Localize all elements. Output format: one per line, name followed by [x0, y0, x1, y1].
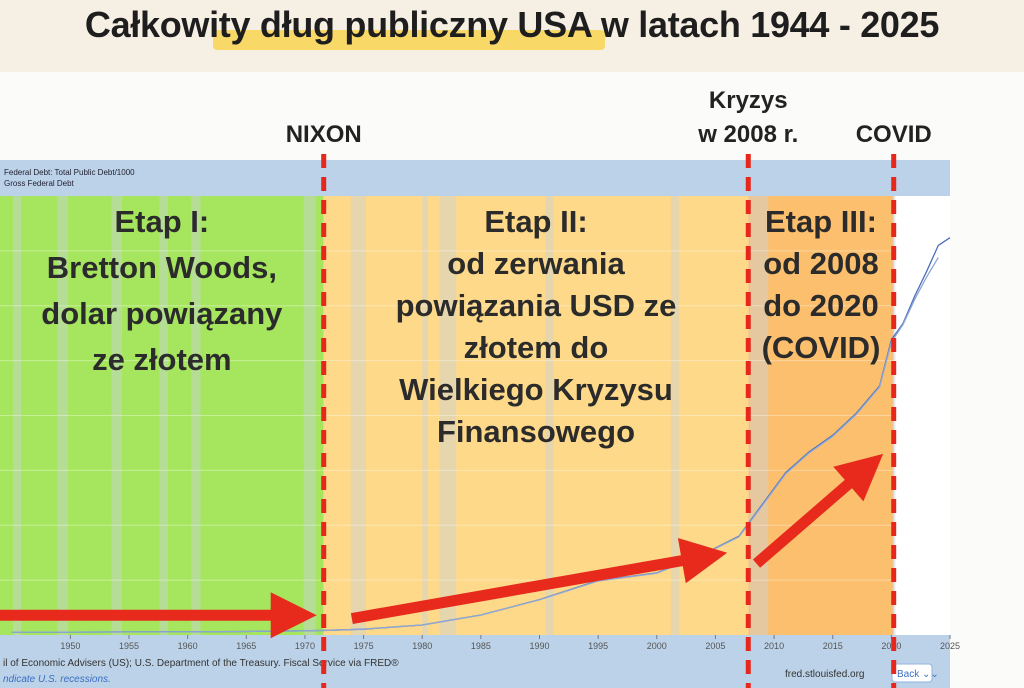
recession-band: [303, 196, 316, 635]
phase-label-line: do 2020: [763, 288, 878, 323]
x-tick-label: 1960: [178, 641, 198, 651]
phase-label-line: Etap I:: [114, 204, 209, 239]
x-tick-label: 1990: [529, 641, 549, 651]
x-tick-label: 2010: [764, 641, 784, 651]
debt-chart: Federal Debt: Total Public Debt/1000 Gro…: [0, 87, 960, 688]
phase-label-line: Etap II:: [484, 204, 587, 239]
x-tick-label: 2015: [823, 641, 843, 651]
recession-band: [670, 196, 680, 635]
source-note: il of Economic Advisers (US); U.S. Depar…: [3, 658, 399, 669]
x-tick-label: 1955: [119, 641, 139, 651]
title-highlight: [213, 30, 605, 50]
chart-card: Federal Debt: Total Public Debt/1000 Gro…: [0, 72, 1024, 688]
recession-band: [159, 196, 168, 635]
legend-bar: [0, 160, 950, 196]
recession-band: [111, 196, 122, 635]
x-tick-label: 1965: [236, 641, 256, 651]
title-area: Całkowity dług publiczny USA w latach 19…: [0, 0, 1024, 60]
phase-label-line: od zerwania: [447, 246, 625, 281]
recession-band: [57, 196, 69, 635]
svg-text:Back ⌄⌄: Back ⌄⌄: [897, 669, 939, 680]
recession-band: [191, 196, 201, 635]
trend-arrow: [0, 592, 317, 639]
x-tick-label: 1985: [471, 641, 491, 651]
legend-entry: Federal Debt: Total Public Debt/1000: [4, 168, 135, 177]
event-markers: NIXON Kryzys w 2008 r. COVID: [286, 87, 932, 688]
x-tick-label: 1975: [354, 641, 374, 651]
phase-label-line: Bretton Woods,: [47, 250, 277, 285]
marker-label: NIXON: [286, 121, 362, 148]
recession-note: ndicate U.S. recessions.: [3, 674, 111, 685]
phase-labels: Etap I: Bretton Woods, dolar powiązany ze z…: [41, 204, 880, 449]
recession-band: [545, 196, 554, 635]
trend-arrows: [0, 453, 884, 639]
phase-band: [0, 196, 324, 635]
phase-label-line: Finansowego: [437, 414, 635, 449]
site-label: fred.stlouisfed.org: [785, 669, 865, 680]
x-tick-label: 2000: [647, 641, 667, 651]
marker-label: COVID: [856, 121, 932, 148]
phase-label-line: (COVID): [762, 330, 881, 365]
phase-label-line: Wielkiego Kryzysu: [399, 372, 673, 407]
recession-band: [749, 196, 769, 635]
phase-label-line: Etap III:: [765, 204, 877, 239]
phase-label-line: powiązania USD ze: [396, 288, 677, 323]
trend-arrow: [350, 538, 728, 624]
recession-band: [350, 196, 366, 635]
x-tick-label: 1995: [588, 641, 608, 651]
back-button[interactable]: Back ⌄⌄: [891, 663, 939, 683]
phase-label-line: ze złotem: [92, 342, 232, 377]
x-tick-label: 2025: [940, 641, 960, 651]
recession-band: [12, 196, 22, 635]
x-tick-label: 1950: [60, 641, 80, 651]
grid-lines: [0, 250, 950, 581]
phase-label-line: złotem do: [464, 330, 609, 365]
x-tick-label: 1970: [295, 641, 315, 651]
legend-entry: Gross Federal Debt: [4, 179, 75, 188]
phase-label-line: od 2008: [763, 246, 878, 281]
axis-bar: [0, 635, 950, 688]
phase-band: [748, 196, 894, 635]
recession-band: [422, 196, 429, 635]
marker-label: w 2008 r.: [697, 121, 798, 148]
x-tick-label: 2005: [705, 641, 725, 651]
phase-backgrounds: [0, 196, 950, 635]
recession-band: [439, 196, 457, 635]
x-tick-label: 1980: [412, 641, 432, 651]
phase-label-line: dolar powiązany: [41, 296, 283, 331]
page-title: Całkowity dług publiczny USA w latach 19…: [84, 4, 940, 45]
trend-arrow: [752, 453, 884, 568]
marker-label: Kryzys: [709, 87, 788, 114]
